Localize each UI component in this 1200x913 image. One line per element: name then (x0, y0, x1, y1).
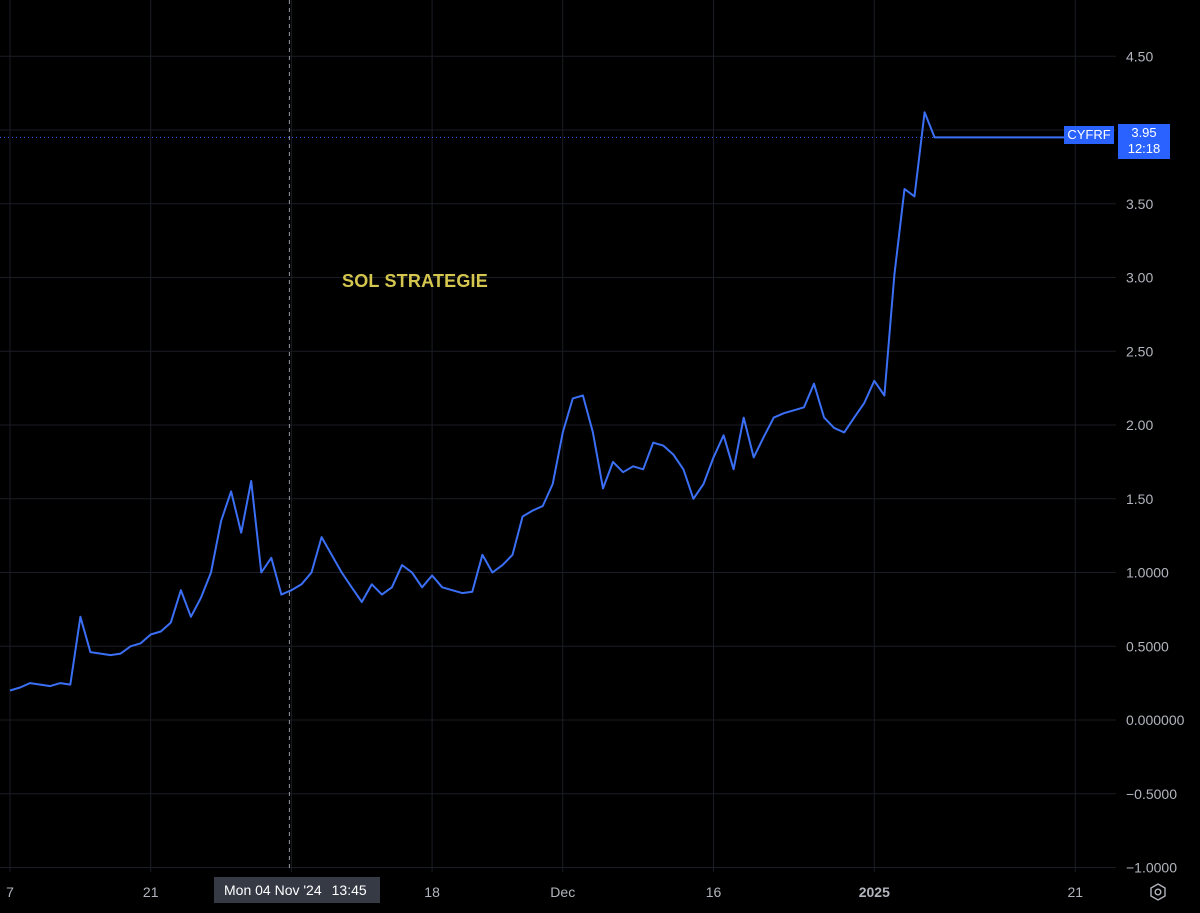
x-tick-label: 21 (1068, 884, 1084, 900)
last-price-tag: 3.95 12:18 (1118, 124, 1170, 159)
x-tick-label: Dec (550, 884, 575, 900)
y-tick-label: 1.0000 (1126, 565, 1169, 581)
last-price-label: 3.95 (1131, 125, 1157, 140)
y-tick-label: 2.50 (1126, 343, 1153, 359)
x-tick-label: 18 (424, 884, 440, 900)
crosshair-date: Mon 04 Nov '24 (224, 882, 322, 898)
grid-lines (0, 0, 1116, 872)
settings-gear-icon[interactable] (1146, 880, 1170, 904)
price-axis: 4.504.003.503.002.502.001.501.00000.5000… (1126, 48, 1185, 875)
price-line (9, 111, 1086, 692)
y-tick-label: 3.50 (1126, 196, 1153, 212)
countdown-label: 12:18 (1127, 141, 1161, 156)
y-tick-label: −1.0000 (1126, 860, 1177, 876)
price-series (9, 111, 1089, 692)
symbol-tag: CYFRF (1064, 126, 1114, 144)
chart-annotation[interactable]: SOL STRATEGIE (342, 271, 488, 291)
y-tick-label: 0.000000 (1126, 712, 1185, 728)
y-tick-label: 1.50 (1126, 491, 1153, 507)
time-axis: 721418Dec16202521 (6, 884, 1083, 900)
y-tick-label: 4.50 (1126, 48, 1153, 64)
y-tick-label: 2.00 (1126, 417, 1153, 433)
y-tick-label: 3.00 (1126, 270, 1153, 286)
x-tick-label: 7 (6, 884, 14, 900)
y-tick-label: −0.5000 (1126, 786, 1177, 802)
crosshair-time-label: Mon 04 Nov '24 13:45 (214, 877, 380, 903)
y-tick-label: 0.5000 (1126, 638, 1169, 654)
x-tick-label: 16 (706, 884, 722, 900)
x-tick-label: 2025 (859, 884, 890, 900)
crosshair-time: 13:45 (331, 882, 367, 898)
x-tick-label: 21 (143, 884, 159, 900)
